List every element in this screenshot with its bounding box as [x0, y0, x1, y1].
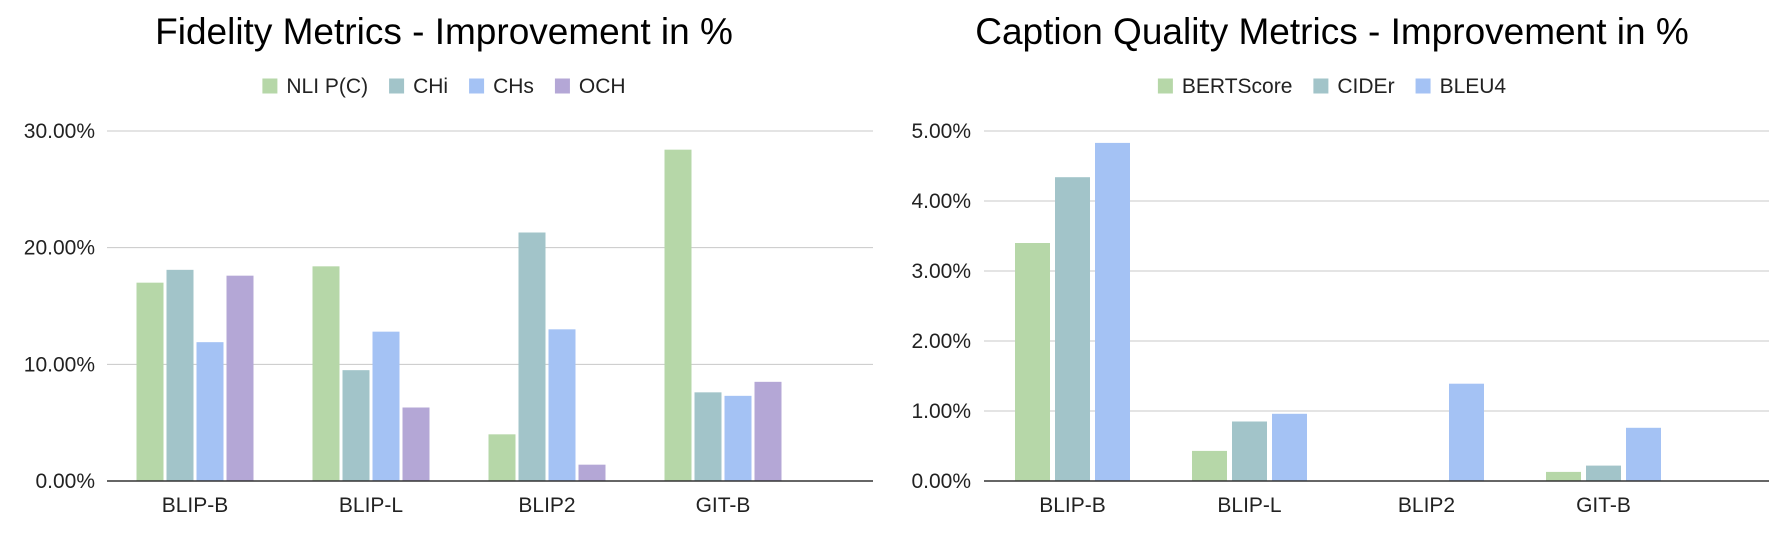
bar [402, 407, 430, 481]
legend-swatch [1313, 78, 1329, 94]
legend-swatch [262, 78, 278, 94]
bar [1015, 243, 1050, 481]
x-tick-label: BLIP2 [518, 494, 575, 517]
bar [488, 434, 516, 481]
legend-item: OCH [554, 75, 626, 98]
bar [196, 342, 224, 481]
y-tick-label: 5.00% [911, 120, 971, 143]
legend-item: CIDEr [1313, 75, 1395, 98]
bar [518, 232, 546, 481]
bar [342, 370, 370, 481]
y-tick-label: 4.00% [911, 190, 971, 213]
y-tick-label: 2.00% [911, 330, 971, 353]
legend-label: CIDEr [1337, 75, 1394, 98]
y-axis-ticks: 0.00% 1.00% 2.00% 3.00% 4.00% 5.00% [911, 120, 971, 493]
bar [694, 392, 722, 481]
legend-label: CHs [493, 75, 534, 98]
bar [578, 464, 606, 481]
x-tick-label: BLIP2 [1398, 494, 1455, 517]
y-tick-label: 1.00% [911, 400, 971, 423]
legend-label: OCH [579, 75, 626, 98]
bar [1055, 177, 1090, 481]
chart-legend: NLI P(C) CHi CHs OCH [262, 75, 626, 98]
legend-swatch [469, 78, 485, 94]
bar [136, 282, 164, 481]
bar [1546, 471, 1581, 481]
legend-swatch [389, 78, 405, 94]
y-tick-label: 10.00% [24, 353, 95, 376]
legend-item: CHi [389, 75, 448, 98]
legend-label: BERTScore [1182, 75, 1293, 98]
x-axis-ticks: BLIP-B BLIP-L BLIP2 GIT-B [1039, 494, 1631, 517]
legend-item: BERTScore [1157, 75, 1293, 98]
chart-title: Fidelity Metrics - Improvement in % [155, 11, 733, 52]
bar [548, 329, 576, 481]
x-tick-label: BLIP-L [339, 494, 403, 517]
bars-group [136, 149, 782, 481]
legend-swatch [554, 78, 570, 94]
fidelity-chart: Fidelity Metrics - Improvement in % NLI … [24, 11, 873, 517]
chart-title: Caption Quality Metrics - Improvement in… [975, 11, 1689, 52]
caption-quality-chart: Caption Quality Metrics - Improvement in… [911, 11, 1769, 517]
x-tick-label: GIT-B [696, 494, 751, 517]
x-tick-label: GIT-B [1576, 494, 1631, 517]
legend-label: BLEU4 [1440, 75, 1507, 98]
bar [1272, 413, 1307, 481]
bar [166, 269, 194, 481]
bar [664, 149, 692, 481]
legend-swatch [1415, 78, 1431, 94]
grid-lines [107, 130, 873, 365]
x-tick-label: BLIP-L [1217, 494, 1281, 517]
bar [1232, 421, 1267, 481]
x-tick-label: BLIP-B [162, 494, 229, 517]
y-tick-label: 0.00% [911, 470, 971, 493]
y-tick-label: 3.00% [911, 260, 971, 283]
legend-item: CHs [469, 75, 534, 98]
y-tick-label: 30.00% [24, 120, 95, 143]
chart-legend: BERTScore CIDEr BLEU4 [1157, 75, 1507, 98]
bar [312, 266, 340, 481]
bar [1626, 427, 1661, 481]
legend-label: NLI P(C) [286, 75, 368, 98]
bar [1586, 465, 1621, 481]
legend-label: CHi [413, 75, 448, 98]
legend-swatch [1157, 78, 1173, 94]
y-axis-ticks: 0.00% 10.00% 20.00% 30.00% [24, 120, 95, 493]
bar [226, 275, 254, 481]
bar [1095, 142, 1130, 481]
bar [1192, 450, 1227, 481]
bar [372, 331, 400, 481]
bar [754, 381, 782, 481]
x-axis-ticks: BLIP-B BLIP-L BLIP2 GIT-B [162, 494, 751, 517]
bars-group [1015, 142, 1661, 481]
bar [724, 395, 752, 481]
y-tick-label: 20.00% [24, 237, 95, 260]
x-tick-label: BLIP-B [1039, 494, 1106, 517]
legend-item: NLI P(C) [262, 75, 368, 98]
y-tick-label: 0.00% [35, 470, 95, 493]
bar [1449, 383, 1484, 481]
legend-item: BLEU4 [1415, 75, 1507, 98]
